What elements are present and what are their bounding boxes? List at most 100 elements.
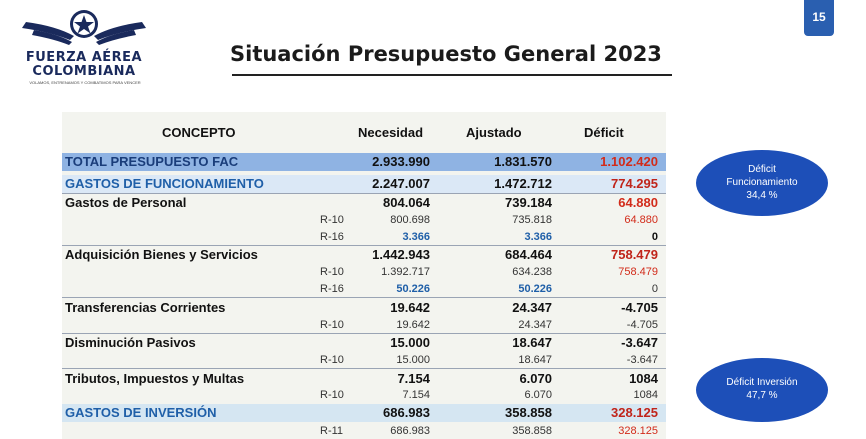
row-deficit: 328.125: [611, 405, 658, 420]
column-header-concepto: CONCEPTO: [162, 125, 236, 140]
row-deficit: 774.295: [611, 176, 658, 191]
row-divider: [62, 368, 666, 369]
row-deficit: 1.102.420: [600, 154, 658, 169]
row-necesidad: 19.642: [390, 300, 430, 315]
row-deficit: -4.705: [626, 319, 658, 331]
fac-logo: FUERZA AÉREA COLOMBIANA VOLAMOS, ENTRENA…: [16, 6, 152, 86]
row-necesidad: 15.000: [390, 335, 430, 350]
table-row: R-10 1.392.717 634.238 758.479: [62, 263, 666, 281]
row-necesidad: 50.226: [396, 283, 430, 295]
row-deficit: 64.880: [618, 195, 658, 210]
column-header-ajustado: Ajustado: [466, 125, 522, 140]
row-necesidad: 800.698: [390, 214, 430, 226]
row-divider: [62, 297, 666, 298]
row-deficit: -4.705: [621, 300, 658, 315]
row-necesidad: 2.247.007: [372, 176, 430, 191]
column-header-necesidad: Necesidad: [358, 125, 424, 140]
table-row: R-11 686.983 358.858 328.125: [62, 422, 666, 439]
column-header-deficit: Déficit: [584, 125, 624, 140]
bubble-line2: 47,7 %: [746, 390, 778, 401]
row-deficit: 328.125: [618, 425, 658, 437]
logo-line1: FUERZA AÉREA: [25, 50, 143, 65]
table-row: R-10 19.642 24.347 -4.705: [62, 316, 666, 334]
row-label: GASTOS DE INVERSIÓN: [65, 405, 217, 420]
row-label: Gastos de Personal: [65, 195, 187, 210]
row-necesidad: 7.154: [397, 371, 430, 386]
row-source: R-10: [320, 214, 344, 226]
bubble-line2: Funcionamiento: [726, 177, 798, 188]
row-deficit: -3.647: [621, 335, 658, 350]
row-necesidad: 1.392.717: [381, 266, 430, 278]
row-ajustado: 6.070: [519, 371, 552, 386]
row-ajustado: 24.347: [512, 300, 552, 315]
row-deficit: 0: [651, 283, 658, 295]
row-ajustado: 358.858: [505, 405, 552, 420]
row-deficit: -3.647: [626, 354, 658, 366]
row-label: GASTOS DE FUNCIONAMIENTO: [65, 176, 264, 191]
row-necesidad: 686.983: [383, 405, 430, 420]
row-ajustado: 3.366: [524, 231, 552, 243]
row-ajustado: 1.472.712: [494, 176, 552, 191]
table-row: R-10 800.698 735.818 64.880: [62, 211, 666, 229]
bubble-line1: Déficit: [748, 164, 776, 175]
row-necesidad: 1.442.943: [372, 247, 430, 262]
budget-table: CONCEPTO Necesidad Ajustado Déficit TOTA…: [62, 112, 666, 439]
row-label: Tributos, Impuestos y Multas: [65, 371, 245, 386]
row-divider: [62, 245, 666, 246]
deficit-inversion-bubble: Déficit Inversión 47,7 %: [696, 358, 828, 422]
deficit-funcionamiento-bubble: Déficit Funcionamiento 34,4 %: [696, 150, 828, 216]
bubble-line3: 34,4 %: [746, 190, 778, 201]
table-row: R-10 7.154 6.070 1084: [62, 386, 666, 404]
row-ajustado: 50.226: [518, 283, 552, 295]
table-row: Gastos de Personal 804.064 739.184 64.88…: [62, 194, 666, 212]
row-source: R-10: [320, 266, 344, 278]
row-divider: [62, 333, 666, 334]
row-ajustado: 684.464: [505, 247, 552, 262]
table-row: Tributos, Impuestos y Multas 7.154 6.070…: [62, 370, 666, 388]
row-label: Disminución Pasivos: [65, 335, 196, 350]
table-row: R-16 50.226 50.226 0: [62, 280, 666, 298]
row-ajustado: 358.858: [512, 425, 552, 437]
row-necesidad: 2.933.990: [372, 154, 430, 169]
row-ajustado: 739.184: [505, 195, 552, 210]
row-ajustado: 634.238: [512, 266, 552, 278]
table-row-funcionamiento: GASTOS DE FUNCIONAMIENTO 2.247.007 1.472…: [62, 175, 666, 193]
row-ajustado: 735.818: [512, 214, 552, 226]
row-necesidad: 3.366: [402, 231, 430, 243]
row-source: R-11: [320, 425, 344, 437]
row-source: R-10: [320, 319, 344, 331]
logo-tagline: VOLAMOS, ENTRENAMOS Y COMBATIMOS PARA VE…: [29, 80, 141, 85]
table-row: R-16 3.366 3.366 0: [62, 228, 666, 246]
row-necesidad: 804.064: [383, 195, 430, 210]
row-deficit: 64.880: [624, 214, 658, 226]
table-row-inversion: GASTOS DE INVERSIÓN 686.983 358.858 328.…: [62, 404, 666, 422]
table-row: Disminución Pasivos 15.000 18.647 -3.647: [62, 334, 666, 352]
row-deficit: 758.479: [611, 247, 658, 262]
row-deficit: 0: [651, 231, 658, 243]
row-ajustado: 18.647: [512, 335, 552, 350]
row-deficit: 1084: [629, 371, 658, 386]
row-necesidad: 7.154: [402, 389, 430, 401]
row-ajustado: 18.647: [518, 354, 552, 366]
table-row: Adquisición Bienes y Servicios 1.442.943…: [62, 246, 666, 264]
row-deficit: 758.479: [618, 266, 658, 278]
row-divider: [62, 193, 666, 194]
row-source: R-10: [320, 354, 344, 366]
row-deficit: 1084: [633, 389, 658, 401]
row-ajustado: 6.070: [524, 389, 552, 401]
row-source: R-16: [320, 283, 344, 295]
table-row: R-10 15.000 18.647 -3.647: [62, 351, 666, 369]
logo-line2: COLOMBIANA: [32, 64, 136, 79]
table-header-row: CONCEPTO Necesidad Ajustado Déficit: [62, 124, 666, 142]
row-ajustado: 1.831.570: [494, 154, 552, 169]
row-source: R-10: [320, 389, 344, 401]
page-number-badge: 15: [804, 0, 834, 36]
wings-emblem-icon: [22, 10, 146, 45]
row-label: Adquisición Bienes y Servicios: [65, 247, 258, 262]
row-source: R-16: [320, 231, 344, 243]
row-ajustado: 24.347: [518, 319, 552, 331]
row-necesidad: 19.642: [396, 319, 430, 331]
row-necesidad: 15.000: [396, 354, 430, 366]
table-row: Transferencias Corrientes 19.642 24.347 …: [62, 299, 666, 317]
table-row-total: TOTAL PRESUPUESTO FAC 2.933.990 1.831.57…: [62, 153, 666, 171]
